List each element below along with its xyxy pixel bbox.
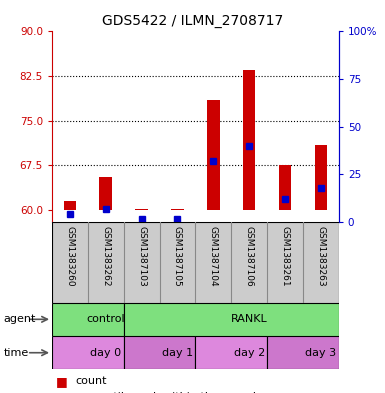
Text: ■: ■	[56, 390, 68, 393]
Text: agent: agent	[4, 314, 36, 324]
Bar	[267, 336, 339, 369]
Bar	[124, 336, 195, 369]
Text: day 1: day 1	[162, 348, 193, 358]
Text: GSM1387106: GSM1387106	[244, 226, 254, 287]
Text: GSM1387104: GSM1387104	[209, 226, 218, 287]
Bar	[171, 209, 184, 210]
Bar	[243, 70, 255, 210]
Bar	[207, 100, 219, 210]
Text: GSM1383262: GSM1383262	[101, 226, 110, 286]
Bar	[52, 303, 124, 336]
Bar	[99, 177, 112, 210]
Text: GSM1387103: GSM1387103	[137, 226, 146, 287]
Bar	[195, 336, 267, 369]
Text: GSM1383261: GSM1383261	[281, 226, 290, 287]
Text: count: count	[75, 376, 107, 386]
Bar	[315, 145, 327, 210]
Text: GSM1387105: GSM1387105	[173, 226, 182, 287]
Text: control: control	[87, 314, 125, 324]
Text: day 2: day 2	[234, 348, 265, 358]
Bar	[124, 303, 339, 336]
Text: GSM1383263: GSM1383263	[316, 226, 325, 287]
Bar	[52, 336, 124, 369]
Text: day 0: day 0	[90, 348, 121, 358]
Text: RANKL: RANKL	[231, 314, 268, 324]
Text: time: time	[4, 348, 29, 358]
Text: percentile rank within the sample: percentile rank within the sample	[75, 392, 263, 393]
Text: GDS5422 / ILMN_2708717: GDS5422 / ILMN_2708717	[102, 14, 283, 28]
Text: day 3: day 3	[305, 348, 336, 358]
Bar	[136, 209, 148, 210]
Text: GSM1383260: GSM1383260	[65, 226, 74, 287]
Bar	[279, 165, 291, 210]
Bar	[64, 201, 76, 210]
Text: ■: ■	[56, 375, 68, 388]
